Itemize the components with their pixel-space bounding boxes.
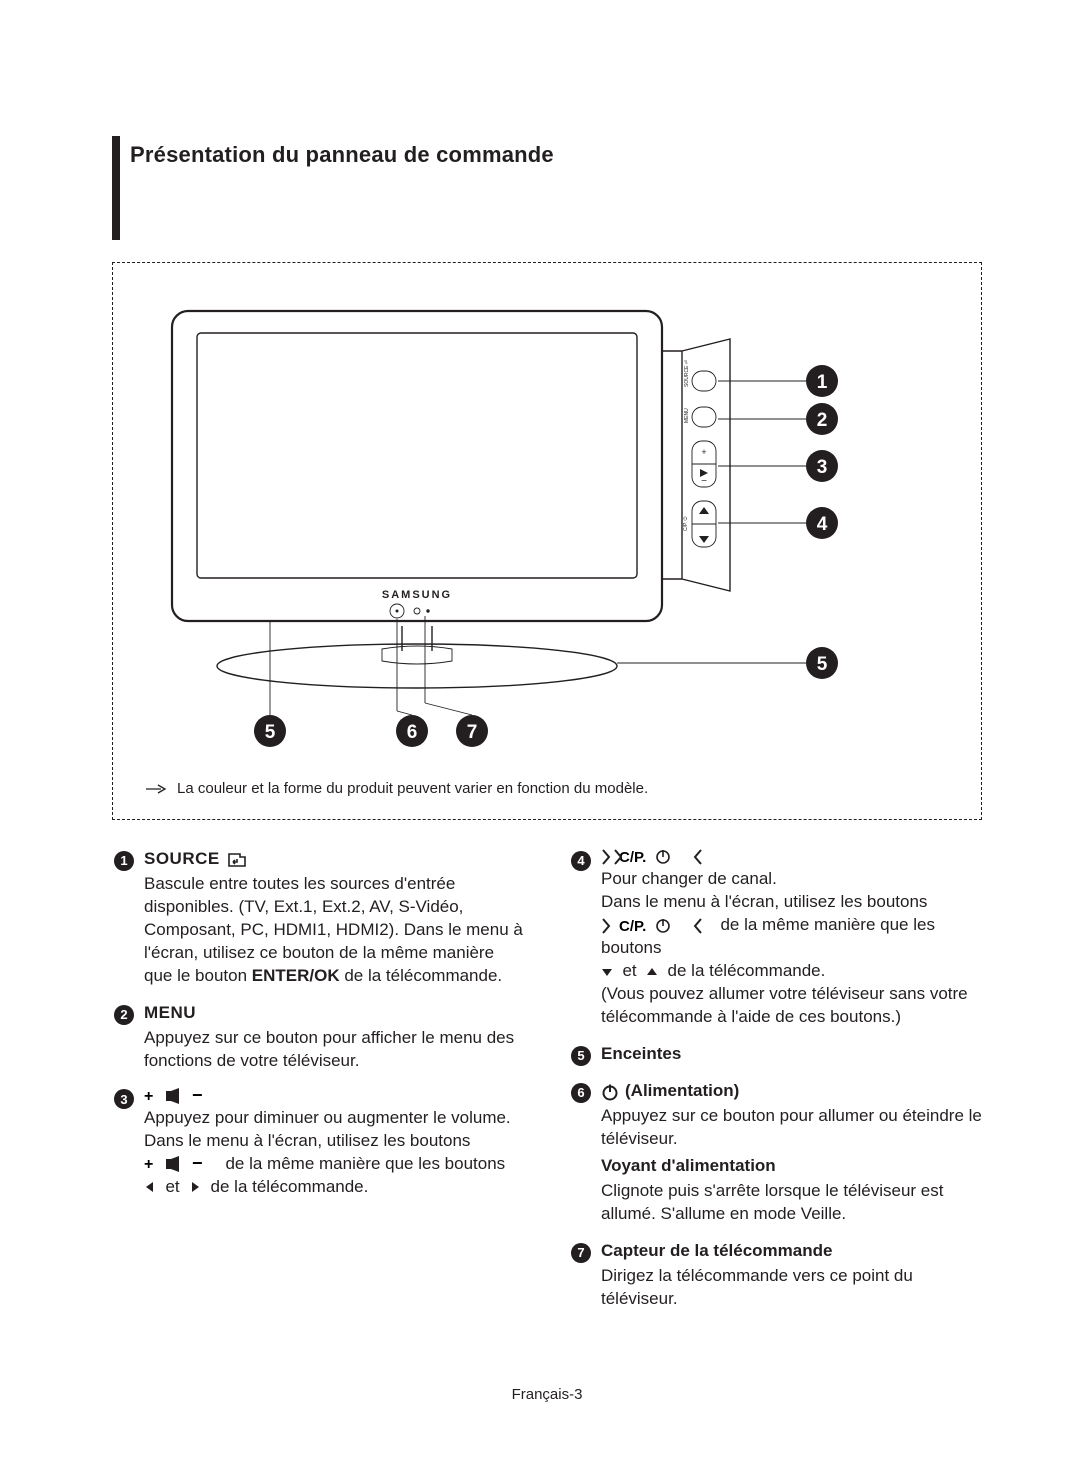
svg-text:5: 5 — [817, 654, 828, 675]
control-panel-diagram: .st { stroke:#231f20; fill:none; } .th {… — [142, 291, 952, 761]
svg-text:+: + — [144, 1088, 153, 1105]
item-number: 7 — [571, 1243, 591, 1263]
item-subhead: Voyant d'alimentation — [601, 1155, 982, 1178]
item-number: 4 — [571, 851, 591, 871]
item-number: 3 — [114, 1089, 134, 1109]
svg-text:C/P.: C/P. — [619, 849, 646, 866]
enter-icon — [226, 852, 248, 868]
svg-text:−: − — [192, 1155, 203, 1173]
right-column: 4 C/P. Pour changer de canal. Dans — [571, 848, 982, 1325]
svg-text:SOURCE ⏎: SOURCE ⏎ — [684, 360, 690, 387]
svg-text:7: 7 — [467, 722, 478, 743]
item-desc: Dirigez la télécommande vers ce point du… — [601, 1265, 982, 1311]
tri-up-icon — [646, 966, 658, 978]
note-arrow-icon — [145, 783, 167, 795]
section-accent-bar — [112, 136, 120, 240]
item-desc: Pour changer de canal. Dans le menu à l'… — [601, 868, 982, 1029]
tri-right-icon — [189, 1181, 201, 1193]
left-column: 1 SOURCE Bascule entre toutes les source… — [114, 848, 525, 1325]
item-head: (Alimentation) — [625, 1080, 739, 1103]
item-head: MENU — [144, 1002, 196, 1025]
item-number: 6 — [571, 1083, 591, 1103]
svg-text:SAMSUNG: SAMSUNG — [382, 589, 452, 601]
svg-text:4: 4 — [817, 514, 828, 535]
item-number: 2 — [114, 1005, 134, 1025]
tri-down-icon — [601, 966, 613, 978]
svg-text:−: − — [701, 476, 707, 487]
page-title: Présentation du panneau de commande — [130, 140, 554, 170]
power-icon — [601, 1083, 619, 1101]
diagram-frame: .st { stroke:#231f20; fill:none; } .th {… — [112, 262, 982, 820]
plus-vol-minus-icon: + − — [144, 1087, 216, 1105]
tri-left-icon — [144, 1181, 156, 1193]
svg-text:5: 5 — [265, 722, 276, 743]
svg-text:+: + — [144, 1156, 153, 1173]
item-number: 5 — [571, 1046, 591, 1066]
item-head: SOURCE — [144, 848, 220, 871]
svg-text:C/P. ⏻: C/P. ⏻ — [683, 517, 689, 531]
svg-text:1: 1 — [817, 372, 828, 393]
svg-text:+: + — [701, 447, 706, 457]
svg-text:2: 2 — [817, 410, 828, 431]
plus-vol-minus-icon: + − — [144, 1155, 216, 1173]
item-head: Enceintes — [601, 1043, 681, 1066]
diagram-note: La couleur et la forme du produit peuven… — [177, 779, 648, 799]
item-number: 1 — [114, 851, 134, 871]
cp-arrows-icon: C/P. — [601, 917, 711, 935]
svg-text:6: 6 — [407, 722, 418, 743]
item-desc: Appuyez sur ce bouton pour allumer ou ét… — [601, 1105, 982, 1151]
item-head: Capteur de la télécommande — [601, 1240, 832, 1263]
cp-arrows-icon: C/P. — [601, 848, 711, 866]
item-desc: Appuyez pour diminuer ou augmenter le vo… — [144, 1107, 525, 1199]
page-footer: Français-3 — [112, 1385, 982, 1405]
svg-text:3: 3 — [817, 457, 828, 478]
item-desc: Bascule entre toutes les sources d'entré… — [144, 873, 525, 988]
item-desc: Appuyez sur ce bouton pour afficher le m… — [144, 1027, 525, 1073]
item-subdesc: Clignote puis s'arrête lorsque le télévi… — [601, 1180, 982, 1226]
svg-text:−: − — [192, 1087, 203, 1105]
svg-text:MENU: MENU — [684, 408, 690, 423]
svg-text:C/P.: C/P. — [619, 918, 646, 935]
